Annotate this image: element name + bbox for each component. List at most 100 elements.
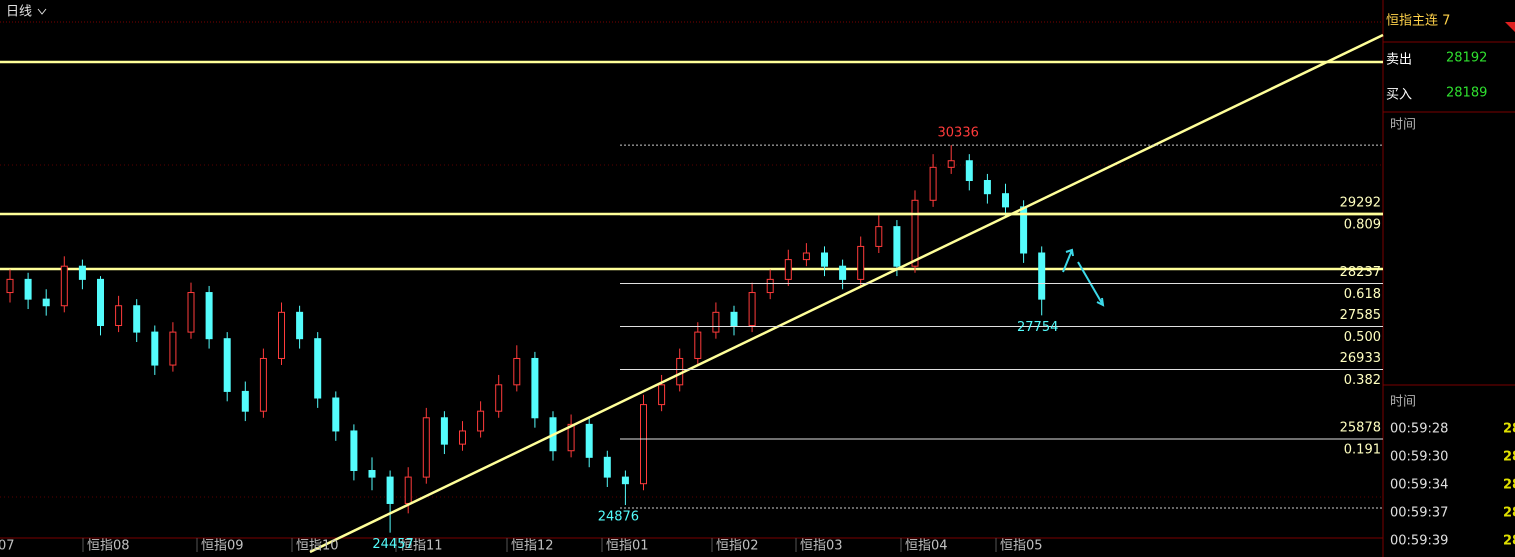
candle-body: [802, 252, 810, 261]
candle-body: [839, 265, 847, 280]
fib-price: 26933: [1340, 351, 1381, 366]
candle-body: [187, 292, 195, 333]
low-label: 24457: [372, 537, 413, 552]
x-tick-label: 恒指10: [296, 539, 339, 554]
candle-body: [278, 311, 285, 359]
period-label[interactable]: 日线: [6, 5, 32, 20]
candle-body: [585, 423, 593, 458]
fib-price: 25878: [1340, 421, 1381, 436]
candle-body: [404, 476, 412, 504]
candle-body: [929, 166, 937, 201]
candle-body: [748, 292, 756, 327]
candle-body: [422, 417, 430, 478]
candle-body: [42, 298, 50, 307]
instrument-name: 恒指主连 7: [1386, 13, 1450, 29]
candle-body: [368, 470, 376, 478]
candle-body: [223, 338, 231, 392]
x-tick-label: 恒指05: [1000, 539, 1043, 554]
candle-body: [766, 278, 774, 294]
candle-body: [115, 305, 123, 327]
fib-price: 29292: [1340, 195, 1381, 210]
candle-body: [694, 331, 702, 359]
trades-header: 时间: [1390, 395, 1416, 410]
candle-body: [621, 476, 629, 485]
candle-body: [513, 357, 521, 386]
candle-body: [314, 338, 322, 399]
arrow: [1062, 248, 1074, 273]
corner-marker: [1505, 22, 1515, 32]
candle-body: [821, 252, 828, 267]
candle-body: [97, 278, 104, 327]
trade-time: 00:59:34: [1390, 478, 1448, 493]
trade-time: 00:59:39: [1390, 534, 1448, 549]
fib-price: 27585: [1340, 308, 1381, 323]
fib-ratio: 0.382: [1344, 373, 1381, 388]
plot: [0, 60, 1383, 533]
candle-body: [296, 311, 304, 340]
candle-body: [567, 423, 575, 452]
candle-body: [712, 311, 720, 333]
candle-body: [6, 278, 14, 294]
candle-body: [603, 456, 611, 478]
candle-body: [875, 226, 883, 247]
fib-ratio: 0.191: [1344, 443, 1381, 458]
candle-body: [947, 160, 955, 168]
candle-body: [893, 226, 901, 267]
candle-body: [440, 417, 448, 445]
candle-body: [658, 384, 666, 406]
candle-body: [259, 357, 267, 412]
candle-body: [350, 430, 358, 472]
candle-body: [1002, 193, 1009, 208]
dropdown-icon[interactable]: [37, 8, 47, 15]
candle-body: [241, 390, 249, 412]
x-tick-label: 恒指09: [201, 539, 244, 554]
candle-body: [24, 278, 32, 300]
trade-price: 28: [1503, 534, 1515, 549]
candle-body: [983, 180, 991, 195]
candle-body: [205, 292, 213, 340]
x-tick-label: 恒指12: [511, 539, 554, 554]
candle-body: [133, 305, 141, 333]
x-tick-label: 恒指01: [606, 539, 649, 554]
trade-price: 28: [1503, 478, 1515, 493]
low-label: 24876: [598, 510, 639, 525]
buy-label: 买入: [1386, 88, 1412, 103]
time-header: 时间: [1390, 118, 1416, 133]
fib-ratio: 0.809: [1344, 217, 1381, 232]
candle-body: [730, 311, 738, 327]
candle-body: [1038, 252, 1046, 300]
trade-time: 00:59:30: [1390, 450, 1448, 465]
trade-time: 00:59:28: [1390, 422, 1448, 437]
trade-price: 28: [1503, 422, 1515, 437]
candle-body: [459, 430, 466, 445]
candle-body: [495, 384, 503, 412]
candle-body: [531, 357, 539, 419]
trend-line: [309, 33, 1384, 554]
fib-price: 28237: [1340, 265, 1381, 280]
candle-body: [60, 265, 68, 307]
low-label: 27754: [1017, 320, 1058, 335]
x-tick-label: 恒指04: [905, 539, 948, 554]
candle-body: [911, 199, 919, 267]
candle-body: [784, 259, 792, 280]
high-label: 30336: [938, 126, 979, 141]
trade-time: 00:59:37: [1390, 506, 1448, 521]
candle-body: [857, 245, 865, 280]
trade-price: 28: [1503, 450, 1515, 465]
sell-label: 卖出: [1386, 53, 1412, 68]
fib-ratio: 0.618: [1344, 287, 1381, 302]
trade-price: 28: [1503, 506, 1515, 521]
x-tick-label: 恒指03: [800, 539, 843, 554]
x-tick-label: 恒指07: [0, 539, 15, 554]
candle-body: [386, 476, 394, 504]
candle-body: [477, 410, 485, 432]
candle-body: [640, 404, 647, 485]
x-tick-label: 恒指08: [87, 539, 130, 554]
fib-ratio: 0.500: [1344, 330, 1381, 345]
buy-price: 28189: [1446, 86, 1487, 101]
candle-body: [332, 397, 340, 432]
candle-body: [169, 331, 177, 366]
x-tick-label: 恒指11: [400, 539, 443, 554]
